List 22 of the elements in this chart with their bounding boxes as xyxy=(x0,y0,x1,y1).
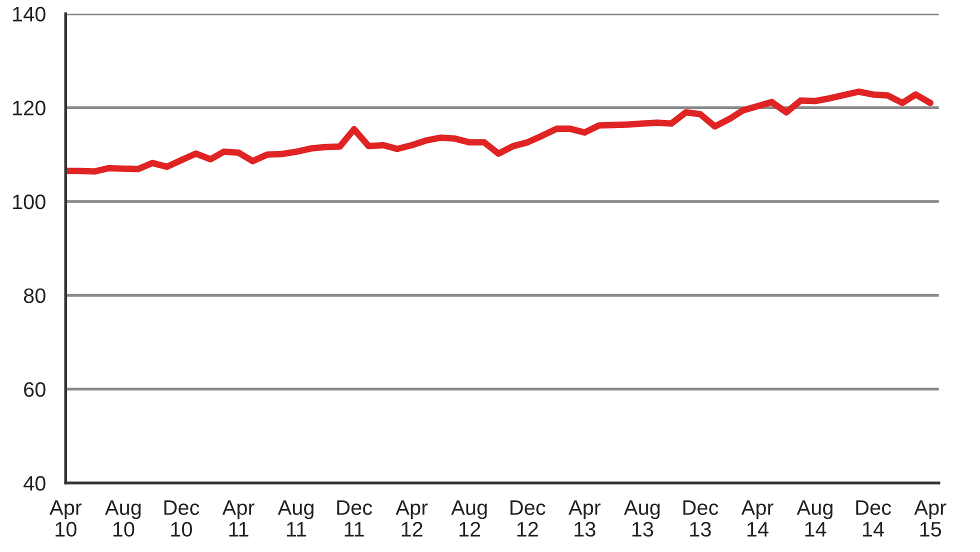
x-tick-label: Apr 12 xyxy=(396,500,428,536)
y-tick-label: 100 xyxy=(13,194,46,210)
x-tick-label: Aug 14 xyxy=(796,500,832,536)
x-tick-label: Aug 10 xyxy=(104,500,141,537)
x-tick-label: Apr 11 xyxy=(222,500,254,536)
y-tick-label: 40 xyxy=(24,476,46,491)
x-tick-label: Dec 14 xyxy=(856,500,891,536)
x-tick-label: Apr 15 xyxy=(914,500,946,537)
y-tick-label: 60 xyxy=(24,382,46,397)
x-tick-label: Aug 11 xyxy=(278,500,314,536)
x-tick-label: Apr 14 xyxy=(741,500,774,536)
x-tick-label: Aug 13 xyxy=(624,500,660,537)
x-tick-label: Apr 10 xyxy=(49,500,82,537)
y-tick-label: 120 xyxy=(13,100,46,116)
x-tick-label: Dec 12 xyxy=(510,500,546,536)
x-tick-label: Dec 13 xyxy=(683,500,718,537)
x-tick-label: Dec 11 xyxy=(337,500,372,536)
y-tick-label: 140 xyxy=(13,6,46,22)
x-tick-label: Dec 10 xyxy=(164,500,200,537)
x-tick-label: Apr 13 xyxy=(568,500,601,537)
y-tick-label: 80 xyxy=(24,288,46,304)
x-tick-label: Aug 12 xyxy=(451,500,487,536)
